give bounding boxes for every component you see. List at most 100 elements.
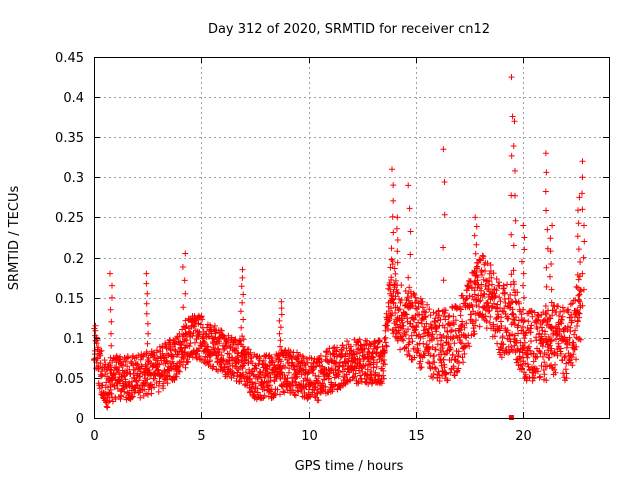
data-point	[450, 334, 457, 340]
data-point	[121, 373, 128, 380]
data-point	[179, 264, 186, 270]
data-point	[486, 270, 493, 277]
data-point	[567, 328, 574, 335]
data-point	[496, 327, 503, 334]
data-point	[390, 229, 397, 236]
y-tick-label: 0.1	[63, 332, 84, 347]
data-point	[520, 270, 527, 277]
data-point	[576, 335, 583, 342]
data-point	[278, 298, 285, 305]
x-ticks: 0 5 10 15 20	[90, 57, 532, 444]
data-point	[568, 317, 575, 324]
data-point	[542, 303, 549, 309]
y-tick-label: 0.45	[55, 51, 84, 66]
data-point	[268, 358, 275, 365]
data-point	[548, 338, 555, 344]
data-point	[97, 352, 104, 359]
data-point	[291, 391, 298, 398]
data-point	[455, 352, 462, 359]
data-point	[362, 362, 369, 369]
data-point	[450, 319, 456, 326]
data-point	[416, 331, 422, 338]
data-point	[500, 341, 507, 348]
data-point	[394, 259, 401, 266]
data-point	[458, 306, 465, 313]
data-point	[527, 347, 534, 354]
data-point	[266, 370, 272, 377]
data-point	[297, 351, 304, 358]
data-point	[410, 290, 417, 297]
data-point	[151, 352, 158, 359]
data-point	[493, 276, 500, 282]
data-point	[243, 369, 249, 376]
data-point	[518, 311, 525, 318]
data-point	[421, 323, 428, 330]
data-point	[124, 363, 131, 370]
data-point	[219, 357, 226, 364]
data-point	[163, 376, 170, 383]
data-point	[218, 352, 225, 359]
data-point	[386, 316, 393, 322]
data-point	[560, 328, 567, 335]
data-point	[551, 349, 558, 356]
data-point	[118, 393, 125, 400]
data-point	[576, 291, 583, 298]
data-point	[144, 340, 151, 347]
data-point	[239, 274, 246, 281]
data-point	[206, 357, 213, 364]
data-point	[547, 273, 553, 280]
data-point	[579, 302, 586, 309]
data-point	[530, 358, 537, 365]
data-point	[134, 361, 141, 368]
data-point	[520, 330, 527, 337]
data-point	[176, 363, 183, 370]
data-point	[521, 335, 528, 342]
data-point	[479, 311, 486, 318]
data-point	[322, 383, 329, 390]
data-point	[446, 312, 453, 319]
data-point	[411, 327, 418, 334]
data-point	[143, 350, 150, 357]
data-point	[523, 375, 530, 382]
data-point	[552, 369, 559, 376]
data-point	[171, 377, 178, 383]
data-point	[567, 301, 574, 308]
data-point	[383, 342, 390, 349]
data-point	[482, 268, 489, 274]
data-point	[487, 262, 494, 268]
data-point	[484, 260, 491, 267]
data-point	[469, 303, 476, 310]
data-point	[406, 320, 413, 327]
data-point	[513, 337, 520, 344]
y-tick-label: 0.05	[55, 372, 84, 387]
data-point	[326, 375, 332, 382]
data-point	[390, 182, 397, 189]
data-point	[421, 352, 428, 359]
data-point	[182, 324, 189, 331]
data-point	[409, 303, 416, 310]
data-point	[458, 323, 465, 330]
data-point	[344, 338, 350, 345]
data-point	[181, 277, 188, 284]
data-point	[232, 336, 239, 343]
data-point	[495, 326, 502, 333]
data-point	[543, 283, 550, 290]
data-point	[260, 381, 267, 387]
data-point	[510, 267, 517, 274]
data-point	[180, 304, 187, 311]
data-point	[451, 321, 457, 328]
data-point	[492, 293, 499, 300]
data-point	[277, 337, 284, 344]
data-point	[289, 353, 296, 360]
data-point	[434, 335, 440, 342]
data-point	[441, 211, 448, 218]
data-point	[548, 299, 555, 306]
data-point	[234, 354, 241, 360]
data-point	[575, 207, 581, 214]
data-point	[575, 246, 582, 253]
data-point	[154, 347, 160, 354]
data-point	[534, 325, 541, 332]
data-point	[505, 349, 512, 356]
data-point	[535, 368, 541, 375]
data-point	[116, 377, 123, 384]
